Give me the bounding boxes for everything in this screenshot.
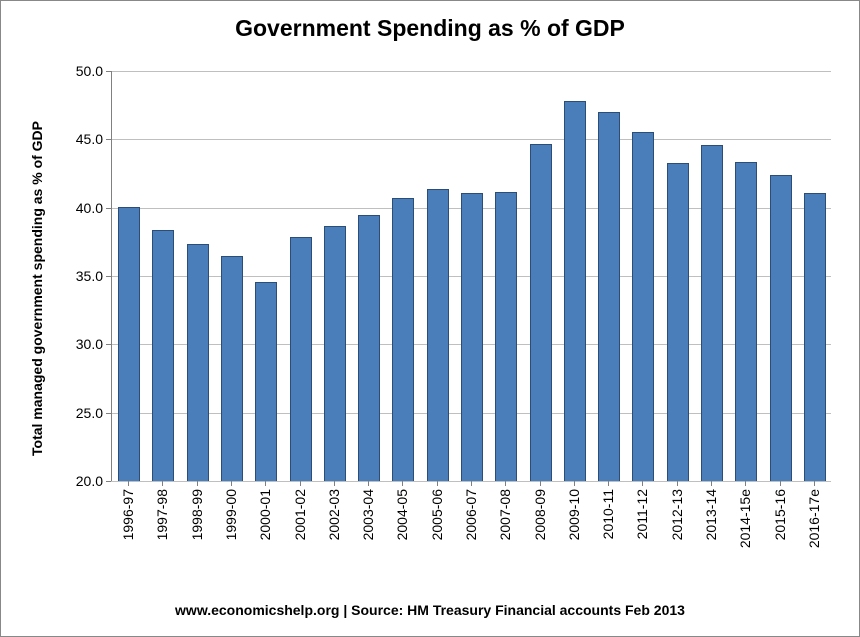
y-axis-label: Total managed government spending as % o… — [29, 121, 45, 456]
x-tick-mark — [471, 481, 472, 486]
x-tick-label: 2013-14 — [703, 489, 719, 540]
x-tick-label: 2005-06 — [429, 489, 445, 540]
x-tick-label: 2008-09 — [532, 489, 548, 540]
y-tick-label: 50.0 — [76, 63, 111, 79]
plot-area: 20.025.030.035.040.045.050.01996-971997-… — [111, 71, 831, 481]
bar — [701, 145, 723, 481]
x-tick-mark — [540, 481, 541, 486]
bar — [530, 144, 552, 481]
x-tick-label: 2007-08 — [497, 489, 513, 540]
x-tick-mark — [265, 481, 266, 486]
x-tick-mark — [368, 481, 369, 486]
bar — [667, 163, 689, 481]
x-tick-mark — [780, 481, 781, 486]
y-tick-label: 30.0 — [76, 336, 111, 352]
x-tick-label: 2014-15e — [737, 489, 753, 548]
bar — [118, 207, 140, 481]
y-tick-label: 20.0 — [76, 473, 111, 489]
chart-title: Government Spending as % of GDP — [1, 15, 859, 42]
x-tick-label: 2010-11 — [600, 489, 616, 539]
bar — [461, 193, 483, 481]
bar — [735, 162, 757, 481]
bar — [564, 101, 586, 481]
bar — [770, 175, 792, 481]
x-tick-mark — [608, 481, 609, 486]
x-tick-mark — [231, 481, 232, 486]
x-tick-label: 1998-99 — [189, 489, 205, 540]
x-tick-mark — [642, 481, 643, 486]
x-tick-label: 2016-17e — [806, 489, 822, 548]
x-tick-label: 2003-04 — [360, 489, 376, 540]
x-tick-label: 2006-07 — [463, 489, 479, 540]
x-tick-label: 2011-12 — [634, 489, 650, 539]
x-tick-label: 1997-98 — [154, 489, 170, 540]
y-axis-line — [111, 71, 112, 481]
bar — [632, 132, 654, 482]
y-tick-label: 40.0 — [76, 200, 111, 216]
bar — [392, 198, 414, 481]
bar — [598, 112, 620, 481]
x-tick-label: 1999-00 — [223, 489, 239, 540]
chart-frame: Government Spending as % of GDP Total ma… — [0, 0, 860, 637]
x-tick-mark — [505, 481, 506, 486]
bar — [427, 189, 449, 481]
bar — [221, 256, 243, 481]
source-line: www.economicshelp.org | Source: HM Treas… — [1, 602, 859, 618]
x-tick-mark — [677, 481, 678, 486]
x-tick-mark — [128, 481, 129, 486]
x-tick-mark — [745, 481, 746, 486]
bar — [152, 230, 174, 481]
x-tick-label: 1996-97 — [120, 489, 136, 540]
x-tick-label: 2000-01 — [257, 489, 273, 540]
bar — [495, 192, 517, 481]
x-tick-mark — [334, 481, 335, 486]
bar — [187, 244, 209, 481]
x-tick-mark — [814, 481, 815, 486]
x-tick-label: 2004-05 — [394, 489, 410, 540]
x-tick-label: 2015-16 — [772, 489, 788, 540]
bar — [804, 193, 826, 481]
bar — [358, 215, 380, 481]
x-tick-label: 2012-13 — [669, 489, 685, 540]
bar — [255, 282, 277, 481]
bar — [324, 226, 346, 481]
gridline — [111, 71, 831, 72]
x-tick-label: 2009-10 — [566, 489, 582, 540]
x-tick-mark — [197, 481, 198, 486]
y-tick-label: 45.0 — [76, 131, 111, 147]
gridline — [111, 139, 831, 140]
x-tick-mark — [300, 481, 301, 486]
bar — [290, 237, 312, 481]
x-tick-mark — [402, 481, 403, 486]
x-tick-label: 2002-03 — [326, 489, 342, 540]
x-tick-mark — [437, 481, 438, 486]
y-tick-label: 35.0 — [76, 268, 111, 284]
y-tick-label: 25.0 — [76, 405, 111, 421]
x-tick-mark — [162, 481, 163, 486]
x-tick-mark — [574, 481, 575, 486]
x-tick-label: 2001-02 — [292, 489, 308, 540]
x-tick-mark — [711, 481, 712, 486]
